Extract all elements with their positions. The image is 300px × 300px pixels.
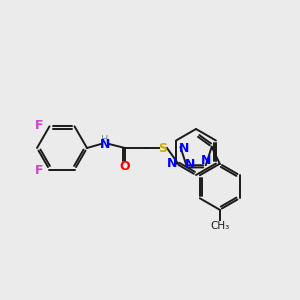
Text: N: N bbox=[167, 157, 177, 170]
Text: CH₃: CH₃ bbox=[210, 221, 230, 231]
Text: N: N bbox=[185, 158, 196, 171]
Text: H: H bbox=[101, 135, 109, 145]
Text: F: F bbox=[35, 164, 44, 177]
Text: N: N bbox=[100, 139, 110, 152]
Text: S: S bbox=[158, 142, 167, 154]
Text: O: O bbox=[120, 160, 130, 172]
Text: N: N bbox=[201, 154, 211, 167]
Text: F: F bbox=[35, 119, 44, 132]
Text: N: N bbox=[179, 142, 190, 155]
